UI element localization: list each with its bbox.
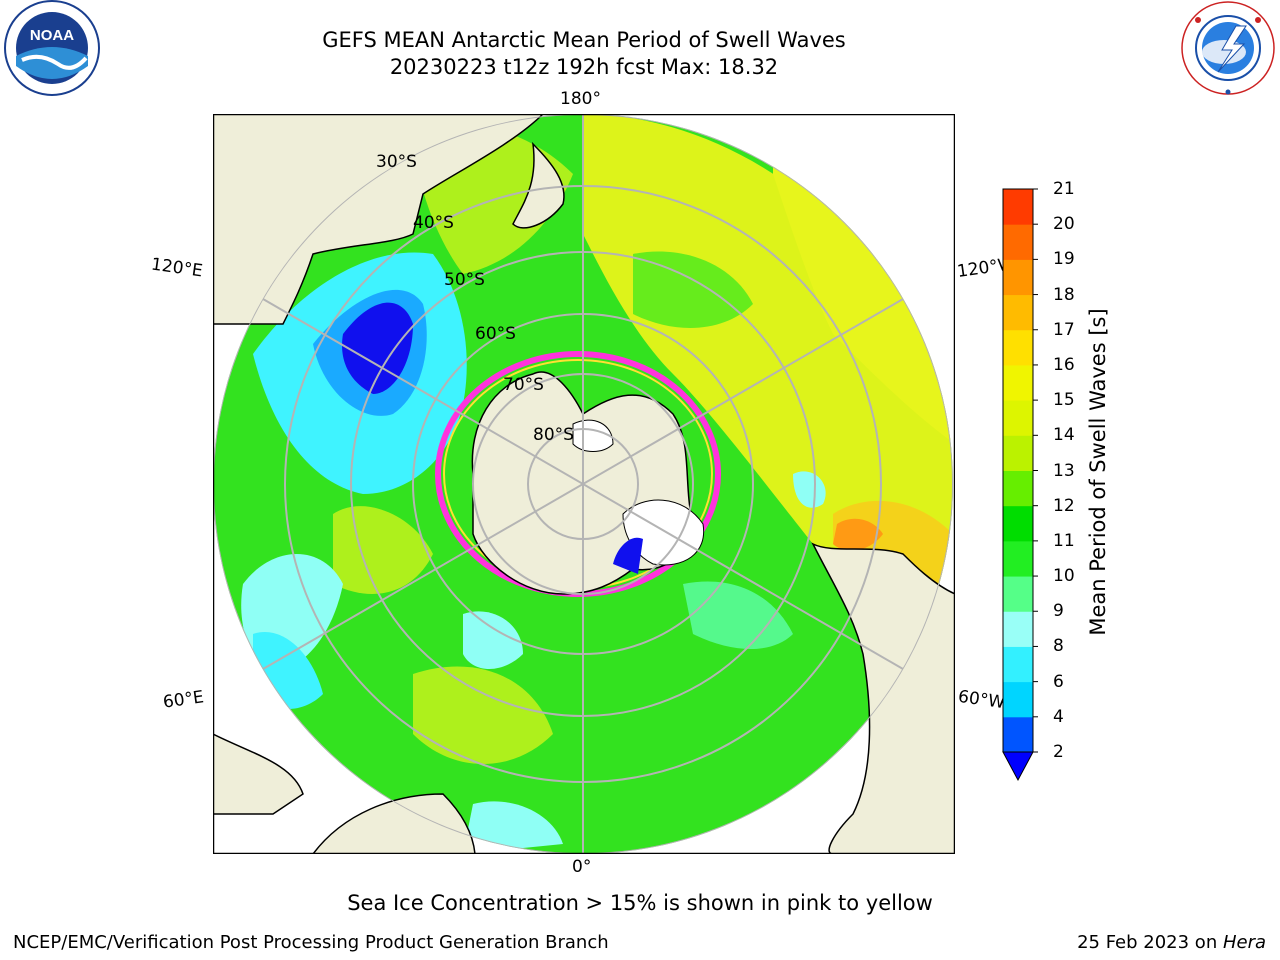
colorbar-tick-label: 21 <box>1053 179 1075 199</box>
lat-label-30s: 30°S <box>376 152 417 172</box>
colorbar-block <box>1003 364 1033 401</box>
colorbar-tick-label: 11 <box>1053 530 1075 551</box>
colorbar-tick-label: 12 <box>1053 495 1075 516</box>
colorbar-block <box>1003 681 1033 718</box>
lon-label-120e: 120°E <box>149 254 204 282</box>
colorbar-under-arrow <box>1002 751 1034 782</box>
colorbar-tick-label: 6 <box>1053 671 1064 692</box>
south-africa-land <box>312 793 476 854</box>
colorbar-tick-label: 10 <box>1053 566 1075 587</box>
colorbar-block <box>1003 435 1033 471</box>
chart-title: GEFS MEAN Antarctic Mean Period of Swell… <box>322 28 846 52</box>
colorbar-block <box>1003 540 1033 577</box>
colorbar-block <box>1003 505 1033 542</box>
australia-land <box>213 114 545 325</box>
colorbar-tick-label: 13 <box>1053 460 1075 481</box>
lat-label-70s: 70°S <box>503 375 544 395</box>
colorbar-block <box>1003 576 1033 612</box>
colorbar-block <box>1003 189 1033 225</box>
colorbar-tick-label: 2 <box>1053 742 1064 762</box>
noaa-logo: NOAA <box>4 0 100 96</box>
colorbar-block <box>1003 294 1033 331</box>
colorbar-block <box>1003 716 1033 753</box>
new-zealand-land <box>512 141 565 229</box>
polar-map <box>213 114 955 854</box>
colorbar-tick-label: 19 <box>1053 249 1075 270</box>
colorbar-block <box>1003 470 1033 507</box>
colorbar-block <box>1003 400 1033 436</box>
colorbar-tick-label: 17 <box>1053 319 1075 340</box>
colorbar-tick-label: 18 <box>1053 284 1075 305</box>
lat-label-80s: 80°S <box>533 425 574 445</box>
footer-host: Hera <box>1222 932 1266 953</box>
colorbar-label: Mean Period of Swell Waves [s] <box>1086 308 1110 636</box>
colorbar-tick-label: 16 <box>1053 354 1075 375</box>
map-border <box>213 114 955 854</box>
svg-text:NOAA: NOAA <box>30 27 74 44</box>
footer-credit: NCEP/EMC/Verification Post Processing Pr… <box>13 932 609 953</box>
colorbar-block <box>1003 611 1033 647</box>
graticule <box>213 114 953 854</box>
colorbar-tick-label: 14 <box>1053 425 1075 446</box>
lat-label-50s: 50°S <box>444 270 485 290</box>
chart-subtitle-run: 20230223 t12z 192h fcst Max: 18.32 <box>389 55 779 79</box>
colorbar-tick-label: 8 <box>1053 636 1064 657</box>
lon-label-60w: 60°W <box>956 686 1007 714</box>
colorbar-block <box>1003 329 1033 366</box>
colorbar-block <box>1003 224 1033 260</box>
colorbar-tick-label: 4 <box>1053 706 1064 727</box>
lon-label-0: 0° <box>572 857 592 877</box>
colorbar <box>1002 188 1038 782</box>
lat-label-60s: 60°S <box>475 324 516 344</box>
lon-label-180: 180° <box>560 89 601 109</box>
colorbar-tick-label: 9 <box>1053 601 1064 622</box>
africa-land <box>213 733 304 815</box>
lat-label-40s: 40°S <box>413 213 454 233</box>
colorbar-tick-label: 20 <box>1053 214 1075 235</box>
lon-label-60e: 60°E <box>161 687 206 713</box>
nws-logo <box>1181 1 1275 95</box>
sea-ice-note: Sea Ice Concentration > 15% is shown in … <box>347 891 933 915</box>
footer-date: 25 Feb 2023 on Hera <box>1077 932 1266 953</box>
footer-date-text: 25 Feb 2023 on <box>1077 932 1223 953</box>
colorbar-tick-label: 15 <box>1053 390 1075 411</box>
colorbar-block <box>1003 259 1033 296</box>
colorbar-block <box>1003 646 1033 683</box>
